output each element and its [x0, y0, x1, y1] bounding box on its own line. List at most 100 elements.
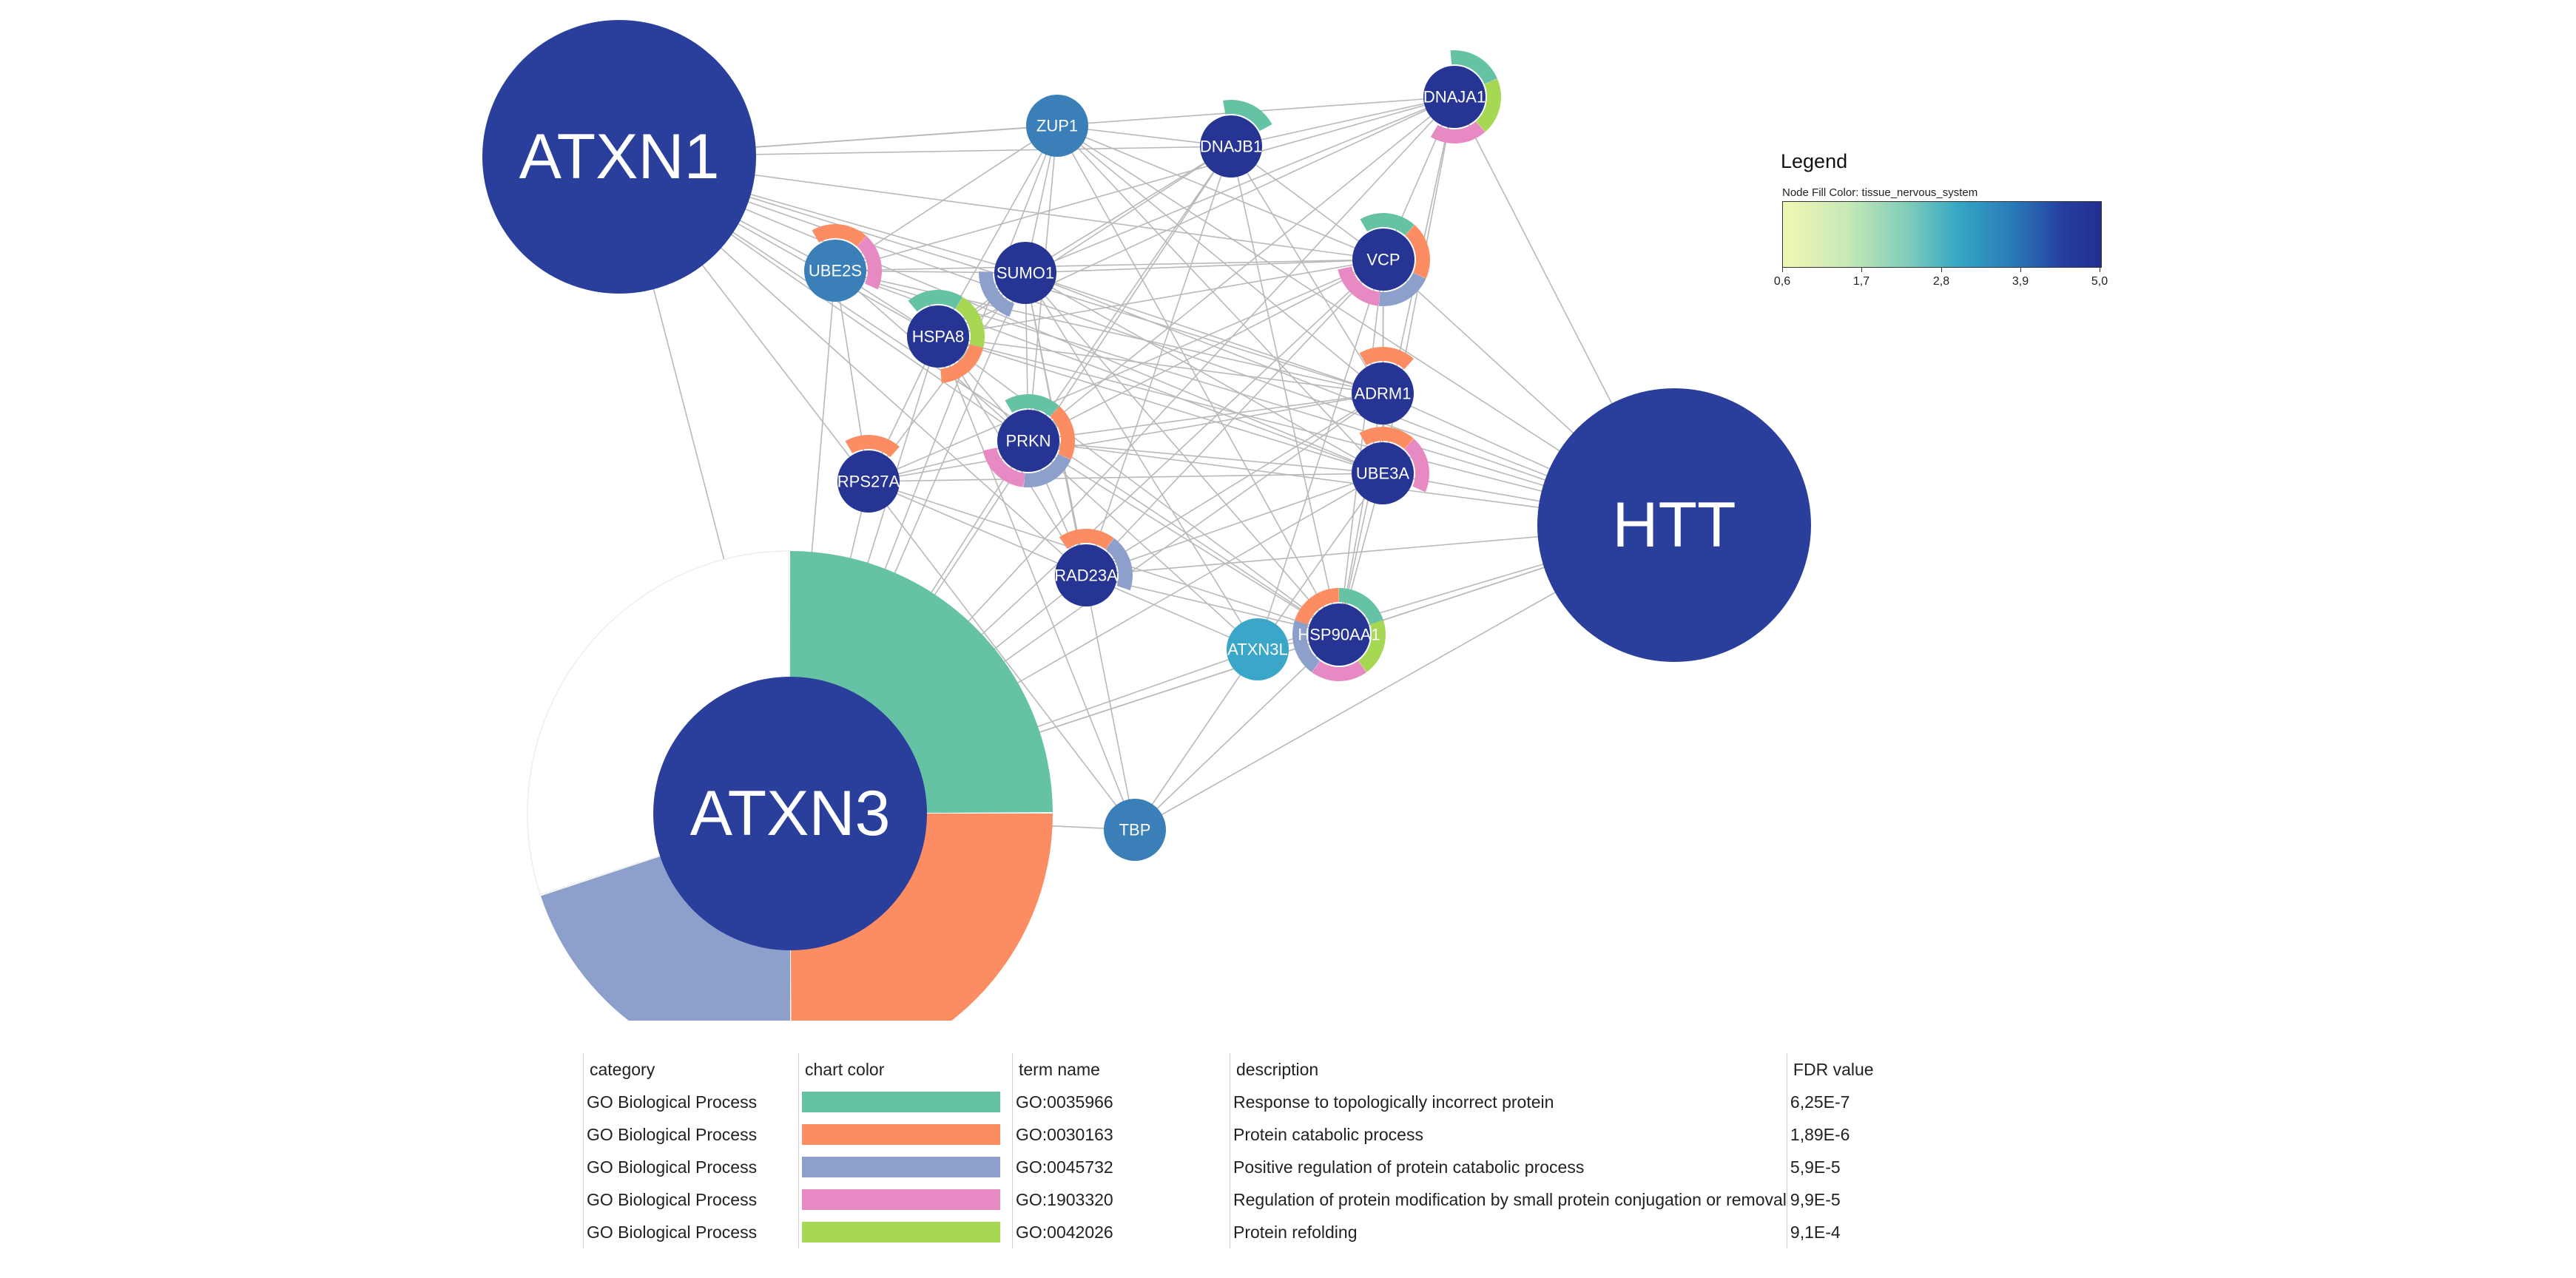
- node-hsp90aa1[interactable]: [1308, 604, 1370, 666]
- edge-vcp-rps27a: [868, 259, 1384, 482]
- node-ube3a[interactable]: [1352, 442, 1414, 504]
- edge-dnajb1-sumo1: [1025, 146, 1232, 274]
- cell-chart-color: [798, 1216, 1013, 1248]
- node-hspa8[interactable]: [907, 305, 969, 368]
- cell-term-name: GO:0042026: [1012, 1216, 1230, 1248]
- edge-ube3a-rad23a: [1085, 473, 1383, 576]
- edge-hspa8-ube3a: [937, 336, 1383, 474]
- node-dnaja1[interactable]: [1423, 66, 1486, 128]
- node-rps27a[interactable]: [837, 450, 900, 513]
- edge-vcp-prkn: [1028, 259, 1384, 442]
- edge-hspa8-tbp: [937, 336, 1136, 831]
- legend-subtitle: Node Fill Color: tissue_nervous_system: [1782, 186, 1978, 199]
- legend-tick-label: 3,9: [2012, 275, 2029, 288]
- node-label-ube2s: UBE2S: [809, 262, 862, 280]
- cell-fdr-value: 1,89E-6: [1786, 1118, 1882, 1151]
- node-label-atxn3: ATXN3: [690, 778, 891, 849]
- node-htt[interactable]: [1537, 388, 1811, 662]
- ring-segment-rad23a-go-0045732: [1105, 538, 1133, 591]
- edge-dnajb1-adrm1: [1230, 146, 1383, 394]
- column-header-chart-color: chart color: [798, 1053, 1013, 1086]
- edge-hspa8-hsp90aa1: [937, 336, 1340, 635]
- edge-dnaja1-ube2s: [834, 96, 1455, 271]
- edge-sumo1-adrm1: [1025, 272, 1383, 394]
- ring-segment-hsp90aa1-go-0045732: [1292, 620, 1321, 672]
- node-atxn3l[interactable]: [1227, 618, 1289, 680]
- ring-segment-adrm1-go-0030163: [1359, 347, 1414, 370]
- edge-dnajb1-rad23a: [1085, 146, 1232, 576]
- table-row: GO Biological Process GO:0030163 Protein…: [583, 1118, 1882, 1151]
- ring-segment-prkn-go-0035966: [1005, 394, 1059, 417]
- ring-segment-vcp-go-0030163: [1405, 225, 1430, 279]
- node-label-prkn: PRKN: [1005, 432, 1051, 450]
- cell-category: GO Biological Process: [583, 1118, 799, 1151]
- color-swatch: [802, 1124, 1000, 1145]
- cell-fdr-value: 5,9E-5: [1786, 1151, 1882, 1183]
- ring-segment-atxn3-go-0045732: [540, 856, 790, 1021]
- legend-tick-label: 5,0: [2091, 275, 2108, 288]
- node-vcp[interactable]: [1352, 229, 1415, 291]
- column-header-category: category: [583, 1053, 799, 1086]
- node-prkn[interactable]: [997, 410, 1059, 472]
- node-zup1[interactable]: [1026, 95, 1088, 157]
- column-header-description: description: [1230, 1053, 1787, 1086]
- ring-segment-vcp-go-1903320: [1338, 266, 1380, 306]
- cell-fdr-value: 6,25E-7: [1786, 1086, 1882, 1118]
- edge-sumo1-hsp90aa1: [1025, 272, 1340, 635]
- edge-ube2s-adrm1: [834, 270, 1383, 394]
- ring-segment-hspa8-go-0035966: [908, 289, 963, 312]
- ring-segment-hsp90aa1-go-0035966: [1339, 588, 1383, 625]
- edge-dnajb1-dnaja1: [1230, 96, 1455, 147]
- node-adrm1[interactable]: [1352, 362, 1414, 425]
- edge-dnajb1-prkn: [1028, 146, 1232, 442]
- edge-sumo1-vcp: [1025, 259, 1384, 274]
- color-swatch: [802, 1222, 1000, 1242]
- cell-chart-color: [798, 1183, 1013, 1216]
- legend-tick-label: 2,8: [1932, 275, 1950, 288]
- edge-zup1-ube3a: [1056, 125, 1383, 474]
- node-label-htt: HTT: [1612, 490, 1736, 561]
- cell-fdr-value: 9,1E-4: [1786, 1216, 1882, 1248]
- node-label-sumo1: SUMO1: [997, 264, 1054, 283]
- cell-category: GO Biological Process: [583, 1086, 799, 1118]
- edge-atxn1-hsp90aa1: [618, 156, 1340, 635]
- interaction-network: ATXN1 HTT ATXN3 ZUP1 DNAJB1 DNAJA1 UBE2S SUMO1 V…: [482, 20, 1811, 1021]
- network-nodes: ATXN1 HTT ATXN3 ZUP1 DNAJB1 DNAJA1 UBE2S SUMO1 V…: [482, 20, 1811, 950]
- cell-chart-color: [798, 1086, 1013, 1118]
- ring-segment-ube2s-go-0030163: [812, 223, 866, 247]
- cell-term-name: GO:0030163: [1012, 1118, 1230, 1151]
- node-sumo1[interactable]: [994, 242, 1056, 304]
- node-label-rps27a: RPS27A: [837, 473, 900, 491]
- node-dnajb1[interactable]: [1200, 115, 1262, 178]
- edge-ube2s-sumo1: [834, 270, 1026, 274]
- edge-atxn1-ube3a: [618, 156, 1383, 474]
- ring-segment-ube2s-go-1903320: [857, 236, 883, 290]
- edge-dnajb1-vcp: [1230, 146, 1384, 260]
- ring-segment-ube3a-go-0030163: [1359, 427, 1414, 450]
- edge-ube2s-vcp: [834, 259, 1384, 271]
- node-atxn3[interactable]: [653, 677, 927, 950]
- node-atxn1[interactable]: [482, 20, 756, 294]
- ring-segment-vcp-go-0045732: [1378, 272, 1426, 306]
- legend-tick-label: 1,7: [1852, 275, 1870, 288]
- edge-hspa8-adrm1: [937, 336, 1383, 394]
- cell-description: Regulation of protein modification by sm…: [1230, 1183, 1787, 1216]
- ring-segment-prkn-go-0045732: [1023, 453, 1071, 487]
- node-ube2s[interactable]: [804, 240, 866, 302]
- legend-tick-label: 0,6: [1773, 275, 1791, 288]
- node-tbp[interactable]: [1104, 799, 1166, 861]
- node-label-adrm1: ADRM1: [1354, 385, 1411, 403]
- edge-vcp-rad23a: [1085, 259, 1384, 576]
- cell-chart-color: [798, 1151, 1013, 1183]
- edge-ube3a-rps27a: [868, 473, 1383, 482]
- cell-description: Response to topologically incorrect prot…: [1230, 1086, 1787, 1118]
- legend-tick-mark: [1941, 267, 1942, 272]
- edge-sumo1-ube3a: [1025, 272, 1383, 474]
- node-rad23a[interactable]: [1055, 544, 1117, 606]
- legend-title: Legend: [1781, 150, 1848, 172]
- edge-rad23a-atxn3l: [1085, 575, 1258, 650]
- node-label-rad23a: RAD23A: [1054, 567, 1118, 585]
- ring-segment-hsp90aa1-go-0042026: [1358, 620, 1386, 672]
- cell-term-name: GO:1903320: [1012, 1183, 1230, 1216]
- node-label-dnaja1: DNAJA1: [1423, 88, 1486, 106]
